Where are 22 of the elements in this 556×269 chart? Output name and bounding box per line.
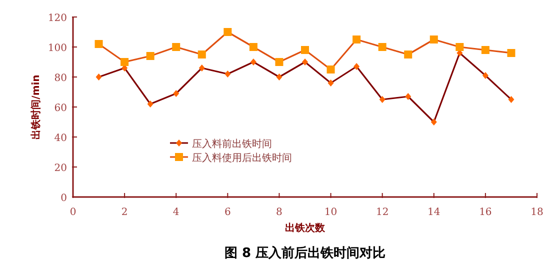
x-tick-label: 14 (428, 207, 440, 218)
y-axis-title: 出铁时间/min (30, 74, 42, 140)
x-tick-label: 18 (530, 207, 544, 218)
x-tick-label: 12 (376, 207, 389, 218)
x-tick-label: 2 (121, 207, 128, 218)
y-tick-label: 20 (54, 163, 67, 174)
x-tick-label: 16 (479, 207, 492, 218)
y-tick-label: 0 (60, 193, 67, 204)
x-tick-label: 10 (324, 207, 338, 218)
legend-label: 压入料前出铁时间 (192, 138, 272, 150)
x-axis-title: 出铁次数 (285, 222, 326, 234)
y-tick-label: 60 (54, 103, 67, 114)
y-tick-label: 80 (54, 73, 67, 84)
y-tick-label: 100 (48, 43, 67, 54)
x-tick-label: 6 (224, 207, 231, 218)
y-tick-label: 120 (48, 13, 67, 24)
legend-label: 压入料使用后出铁时间 (192, 152, 292, 164)
x-tick-label: 8 (276, 207, 282, 218)
y-tick-label: 40 (54, 133, 67, 144)
x-tick-label: 0 (70, 207, 76, 218)
x-tick-label: 4 (172, 207, 180, 218)
text: 图 8 压入前后出铁时间对比 (224, 245, 386, 261)
